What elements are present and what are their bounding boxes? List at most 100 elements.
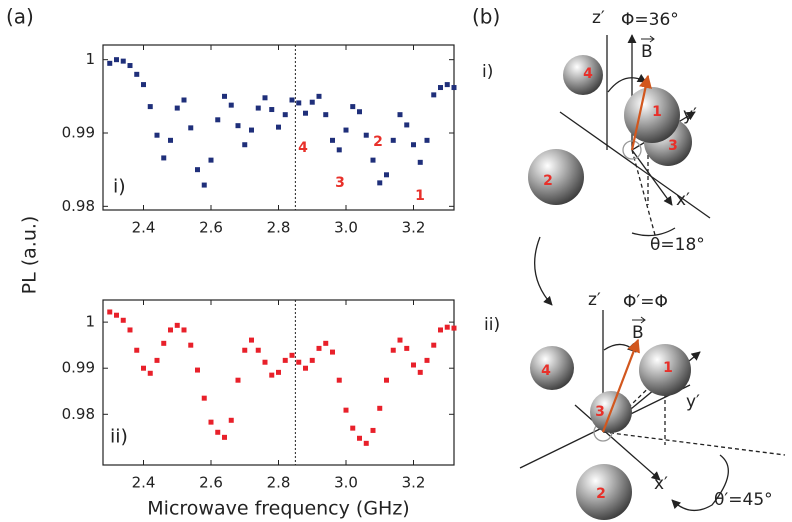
data-point: [350, 425, 356, 431]
data-point: [201, 395, 207, 401]
data-point: [431, 92, 437, 98]
x-tick-label: 2.4: [132, 219, 156, 237]
data-point: [370, 157, 376, 163]
y-tick-label: 0.98: [62, 197, 95, 215]
x-tick-label: 3.2: [402, 474, 426, 492]
data-point: [330, 349, 335, 355]
data-point: [107, 60, 113, 66]
data-point: [417, 159, 423, 165]
sub-label: i): [482, 62, 493, 82]
x-tick-label: 2.4: [132, 474, 156, 492]
data-point: [127, 63, 133, 69]
data-point: [195, 167, 200, 173]
data-point: [404, 122, 410, 128]
data-point: [363, 440, 369, 446]
data-point: [168, 137, 173, 143]
data-point: [242, 142, 248, 148]
plot-frame: [102, 299, 455, 466]
vector-arrow: [632, 316, 646, 324]
data-point: [451, 85, 457, 91]
field-label: B: [632, 323, 644, 343]
y-tick-label: 1: [85, 313, 95, 331]
sphere: [530, 346, 574, 390]
data-point: [269, 372, 275, 378]
projection: [602, 431, 786, 456]
data-point: [357, 435, 362, 441]
data-point: [242, 347, 248, 353]
data-point: [390, 347, 396, 353]
data-point: [228, 417, 234, 423]
axis-label: z′: [588, 290, 601, 310]
data-point: [357, 109, 362, 115]
panel-label: ii): [110, 426, 128, 448]
sphere: [528, 149, 584, 205]
data-point: [107, 309, 113, 315]
annotation: 3: [335, 175, 345, 191]
data-point: [303, 365, 308, 371]
data-point: [316, 93, 322, 99]
axis-label: z′: [592, 8, 605, 28]
angle-label: θ′=45°: [714, 490, 773, 510]
data-point: [201, 182, 207, 188]
y-tick-label: 0.99: [62, 124, 95, 142]
sub-label: ii): [484, 315, 500, 335]
data-point: [134, 71, 140, 77]
data-point: [188, 342, 194, 348]
angle-label: Φ=36°: [621, 10, 679, 30]
data-point: [438, 327, 443, 333]
center-label: 3: [668, 138, 678, 154]
data-point: [208, 419, 214, 425]
origin: [622, 140, 642, 160]
angle-label: θ=18°: [650, 235, 705, 255]
data-point: [255, 347, 261, 353]
center-label: 2: [543, 173, 553, 189]
data-point: [161, 340, 167, 346]
data-point: [289, 352, 295, 358]
center-label: 4: [583, 66, 593, 82]
data-point: [174, 322, 180, 328]
data-point: [343, 127, 349, 133]
axis-label: y′: [683, 105, 697, 125]
field-label: B: [641, 42, 653, 62]
data-point: [168, 327, 173, 333]
x-tick-label: 3.0: [334, 219, 358, 237]
sphere: [563, 55, 603, 95]
center-label: 3: [595, 404, 605, 420]
field-vector: [601, 338, 640, 433]
data-point: [141, 365, 146, 371]
data-point: [377, 180, 383, 186]
data-point: [444, 82, 450, 88]
y-tick-label: 0.99: [62, 359, 95, 377]
data-point: [309, 357, 315, 363]
center-label: 1: [652, 104, 662, 120]
data-point: [154, 132, 160, 138]
panel-label: (b): [472, 5, 500, 29]
diagram-ii: [519, 310, 786, 512]
data-point: [127, 327, 133, 333]
data-point: [120, 58, 126, 64]
data-point: [195, 367, 200, 373]
data-point: [424, 357, 430, 363]
vector-arrow: [641, 35, 655, 43]
data-point: [208, 157, 214, 163]
projection: [631, 149, 656, 236]
sphere: [576, 464, 632, 520]
data-point: [222, 93, 227, 99]
data-point: [289, 97, 295, 103]
phi-arc: [603, 342, 637, 353]
y-axis-label: PL (a.u.): [19, 216, 41, 295]
center-label: 1: [663, 360, 673, 376]
axis: [559, 111, 711, 219]
data-point: [269, 107, 275, 113]
data-point: [384, 172, 389, 178]
data-point: [282, 357, 288, 363]
data-point: [181, 327, 187, 333]
axis-label: x′: [676, 190, 690, 210]
data-point: [262, 359, 268, 365]
data-point: [188, 125, 194, 131]
annotation: 2: [373, 134, 383, 150]
angle-label: Φ′=Φ: [623, 292, 668, 312]
data-point: [438, 85, 443, 91]
data-point: [134, 347, 140, 353]
data-point: [255, 105, 261, 111]
